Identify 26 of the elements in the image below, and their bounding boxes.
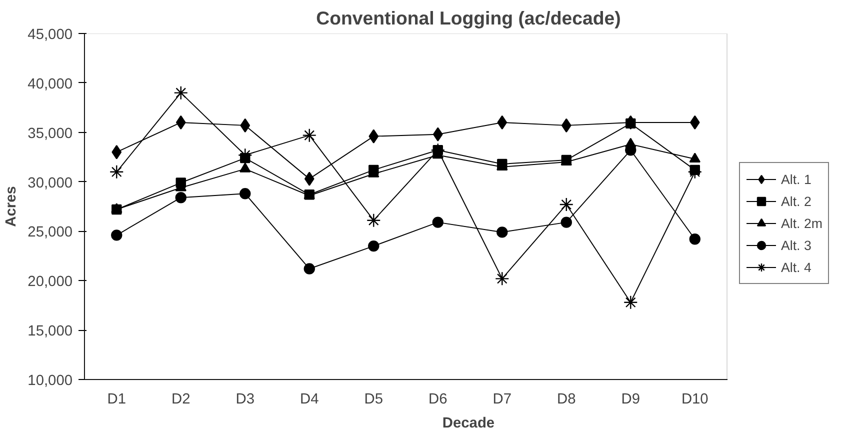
- x-tick-label: D10: [681, 392, 708, 408]
- y-tick-label: 15,000: [28, 324, 72, 340]
- x-tick-label: D3: [236, 392, 255, 408]
- legend-label: Alt. 2m: [781, 216, 822, 230]
- y-tick-label: 35,000: [28, 126, 72, 142]
- x-tick-label: D1: [107, 392, 126, 408]
- x-tick-label: D8: [557, 392, 576, 408]
- legend-label: Alt. 2: [781, 194, 812, 208]
- y-tick-label: 40,000: [28, 76, 72, 92]
- chart-title: Conventional Logging (ac/decade): [316, 8, 621, 28]
- x-tick-label: D5: [364, 392, 384, 408]
- legend-label: Alt. 1: [781, 172, 812, 186]
- x-tick-label: D6: [428, 392, 448, 408]
- y-tick-label: 25,000: [28, 224, 72, 241]
- legend-label: Alt. 4: [781, 260, 812, 274]
- y-tick-label: 45,000: [28, 27, 72, 43]
- x-tick-label: D7: [492, 392, 512, 408]
- y-tick-label: 30,000: [28, 175, 72, 192]
- x-tick-label: D9: [621, 392, 640, 408]
- y-tick-label: 20,000: [28, 274, 72, 290]
- x-tick-label: D2: [172, 392, 190, 408]
- y-tick-label: 10,000: [28, 373, 72, 389]
- y-axis-title: Acres: [4, 186, 20, 227]
- legend-label: Alt. 3: [781, 238, 812, 252]
- x-tick-label: D4: [300, 392, 319, 408]
- x-axis-title: Decade: [442, 416, 495, 432]
